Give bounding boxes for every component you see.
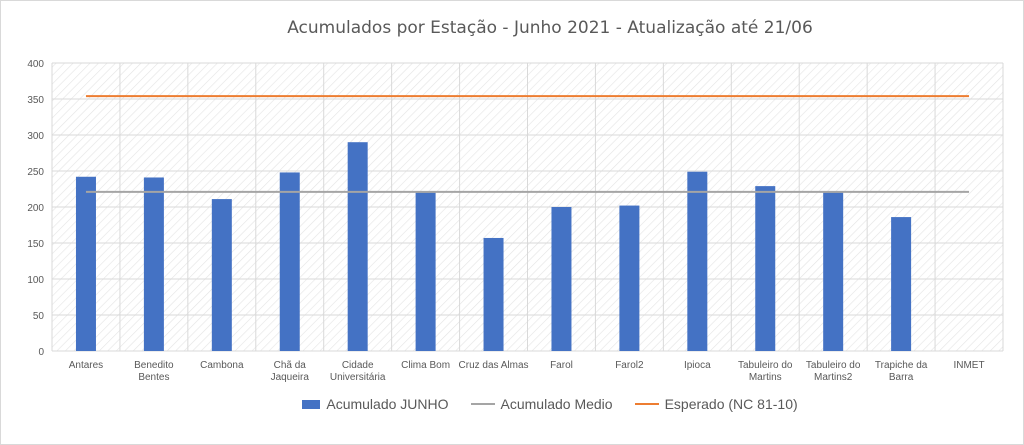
legend-swatch-bar [302,399,321,409]
bars-series [75,142,912,351]
bar [211,199,232,351]
bar [755,186,776,351]
y-tick-label: 50 [33,311,45,322]
chart-title: Acumulados por Estação - Junho 2021 - At… [287,18,813,38]
bar [75,176,96,351]
legend-item-medio: Acumulado Medio [470,396,613,412]
bar [551,207,572,351]
x-tick-label: Cambona [200,360,244,371]
x-tick-label: Tabuleiro do Martins [738,360,793,383]
y-tick-label: 200 [27,203,44,214]
bar [415,192,436,351]
y-tick-label: 300 [27,131,44,142]
legend-swatch-medio [470,403,495,405]
x-axis-labels: Antares Benedito Bentes Cambona Chã da Jaquei… [69,360,985,383]
y-axis-ticks: 0 50 100 150 200 250 300 350 400 [27,59,44,358]
gridlines [51,62,1004,352]
legend-label-acumulado-junho: Acumulado JUNHO [326,396,449,412]
x-tick-label: Farol2 [615,360,644,371]
y-tick-label: 0 [38,347,44,358]
bar [823,192,844,351]
legend-label-acumulado-medio: Acumulado Medio [500,396,613,412]
legend: Acumulado JUNHO Acumulado Medio Esperado… [0,396,1024,412]
x-tick-label: Ipioca [684,360,711,371]
legend-swatch-esperado [634,403,659,405]
y-tick-label: 250 [27,167,44,178]
bar [891,217,912,351]
y-tick-label: 400 [27,59,44,70]
x-tick-label: Antares [69,360,103,371]
x-tick-label: Chã da Jaqueira [271,360,310,383]
y-tick-label: 150 [27,239,44,250]
x-tick-label: Tabuleiro do Martins2 [806,360,861,383]
bar [483,237,504,351]
x-tick-label: Cidade Universitária [330,360,386,383]
x-tick-label: Clima Bom [401,360,450,371]
bar [279,172,300,351]
legend-item-bar: Acumulado JUNHO [302,396,449,412]
bar [619,205,640,351]
bar [687,171,708,351]
x-tick-label: Benedito Bentes [134,360,174,383]
x-tick-label: INMET [953,360,984,371]
y-tick-label: 100 [27,275,44,286]
bar [347,142,368,351]
bar [143,177,164,351]
x-tick-label: Cruz das Almas [459,360,529,371]
x-tick-label: Farol [550,360,573,371]
y-tick-label: 350 [27,95,44,106]
lines-series [85,95,970,193]
legend-label-esperado: Esperado (NC 81-10) [664,396,798,412]
x-tick-label: Trapiche da Barra [875,360,928,383]
legend-item-esperado: Esperado (NC 81-10) [634,396,798,412]
